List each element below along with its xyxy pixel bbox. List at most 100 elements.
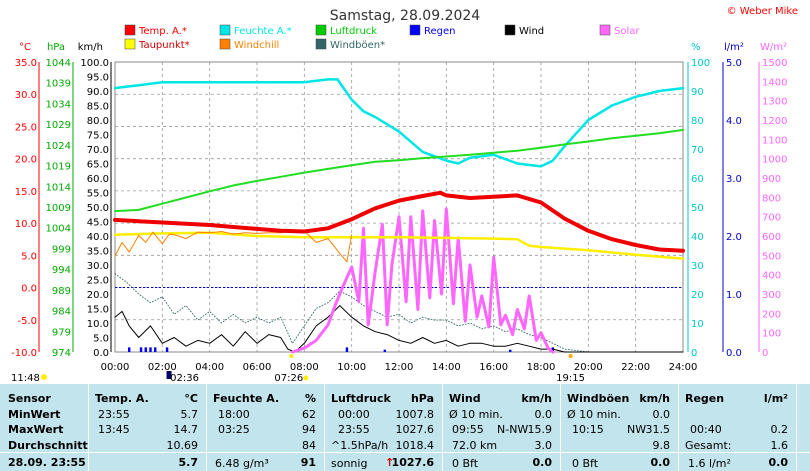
series-line-luftdruck xyxy=(114,128,684,213)
legend-label: Solar xyxy=(614,26,640,37)
rain-header: Regen xyxy=(685,392,725,405)
legend-swatch xyxy=(219,24,231,36)
temp-tick-label: 10.0 xyxy=(15,219,37,230)
gust-beaufort: 0 Bft xyxy=(572,457,599,470)
rain-tick-label: 4.0 xyxy=(726,116,742,127)
pressure-tick-label: 999 xyxy=(52,244,71,255)
humidity-unit: % xyxy=(304,392,316,405)
pressure-max-value: 1027.6 xyxy=(395,423,435,436)
solar-tick-label: 300 xyxy=(762,290,781,301)
rain-current-value: 0.0 xyxy=(768,456,789,469)
rain-bar xyxy=(139,347,143,352)
pressure-tick-label: 994 xyxy=(52,265,71,276)
rain-tick-label: 3.0 xyxy=(726,174,742,185)
chart-title: Samstag, 28.09.2024 xyxy=(330,8,481,24)
pressure-tick-label: 979 xyxy=(52,327,71,338)
series-line-taupunkt xyxy=(113,231,685,260)
pressure-tick-label: 974 xyxy=(52,348,71,359)
temp-axis-unit: °C xyxy=(19,42,31,53)
gust-header: Windböen xyxy=(567,392,630,405)
humidity-absolute: 6.48 g/m³ xyxy=(215,457,269,470)
temp-tick-label: -5.0 xyxy=(17,316,37,327)
pressure-current-value: 1027.6 xyxy=(391,456,434,469)
legend-label: Luftdruck xyxy=(330,26,377,37)
wind-tick-label: 55.0 xyxy=(87,189,109,200)
humidity-min-time: 18:00 xyxy=(218,408,250,421)
humidity-header: Feuchte A. xyxy=(213,392,280,405)
pressure-avg-value: 1018.4 xyxy=(395,439,435,452)
humidity-tick-label: 100 xyxy=(691,58,710,69)
temp-unit: °C xyxy=(184,392,198,405)
humidity-max-value: 94 xyxy=(302,423,316,436)
solar-tick-label: 1500 xyxy=(762,58,787,69)
wind-max-value: 15.9 xyxy=(527,423,553,436)
rain-tick-label: 5.0 xyxy=(726,58,742,69)
humidity-tick-label: 10 xyxy=(691,319,704,330)
pressure-trend: ^1.5hPa/h xyxy=(331,439,389,452)
solar-tick-label: 1000 xyxy=(762,155,787,166)
rain-unit: l/m² xyxy=(763,392,788,405)
solar-tick-label: 1200 xyxy=(762,116,787,127)
humidity-avg-value: 84 xyxy=(302,439,316,452)
solar-tick-label: 1100 xyxy=(762,135,787,146)
sunset-label: 19:15 xyxy=(556,373,585,384)
pressure-unit: hPa xyxy=(410,392,434,405)
sunrise-icon xyxy=(303,375,309,381)
wind-tick-label: 15.0 xyxy=(87,305,109,316)
rain-tick-label: 1.0 xyxy=(726,290,742,301)
rain-max-time: 00:40 xyxy=(690,423,722,436)
gust-avg10-value: 0.0 xyxy=(652,408,671,421)
temp-min-time: 23:55 xyxy=(98,408,130,421)
temp-avg-value: 10.69 xyxy=(166,439,199,452)
weather-forecast: sonnig xyxy=(331,457,368,470)
x-tick-label: 24:00 xyxy=(669,362,698,373)
wind-tick-label: 50.0 xyxy=(87,203,109,214)
rain-bar xyxy=(128,347,131,352)
sun-icon xyxy=(41,374,47,380)
rain-bar xyxy=(509,349,512,352)
pressure-tick-label: 989 xyxy=(52,286,71,297)
wind-tick-label: 95.0 xyxy=(87,73,109,84)
humidity-tick-label: 80 xyxy=(691,116,704,127)
legend-swatch xyxy=(599,24,611,36)
gust-current-value: 0.0 xyxy=(650,456,671,469)
wind-tick-label: 70.0 xyxy=(87,145,109,156)
rain-bar xyxy=(144,347,147,352)
solar-tick-label: 800 xyxy=(762,193,781,204)
humidity-tick-label: 70 xyxy=(691,145,704,156)
series-line-temp-a xyxy=(113,190,685,253)
series-line-wind xyxy=(114,305,684,353)
table-divider xyxy=(324,384,325,471)
pressure-tick-label: 1009 xyxy=(46,203,71,214)
pressure-trend-arrow-icon: ↑ xyxy=(385,456,395,469)
humidity-axis-unit: % xyxy=(691,42,701,53)
legend-label: Regen xyxy=(424,26,456,37)
day-length-label: 11:48 xyxy=(11,373,40,384)
wind-tick-label: 75.0 xyxy=(87,131,109,142)
x-tick-label: 22:00 xyxy=(621,362,650,373)
wind-tick-label: 25.0 xyxy=(87,276,109,287)
legend-swatch xyxy=(124,38,136,50)
wind-avg10-value: 0.0 xyxy=(534,408,553,421)
humidity-tick-label: 0 xyxy=(691,348,697,359)
x-tick-label: 16:00 xyxy=(479,362,508,373)
series-line-windchill xyxy=(114,230,353,263)
wind-header: Wind xyxy=(449,392,481,405)
pressure-tick-label: 1044 xyxy=(46,58,71,69)
moonrise-label: 02:36 xyxy=(170,373,199,384)
solar-tick-label: 400 xyxy=(762,271,781,282)
rain-axis-unit: l/m² xyxy=(724,42,744,53)
legend-swatch xyxy=(504,24,516,36)
humidity-tick-label: 30 xyxy=(691,261,704,272)
wind-tick-label: 30.0 xyxy=(87,261,109,272)
solar-tick-label: 100 xyxy=(762,329,781,340)
rain-tick-label: 2.0 xyxy=(726,232,742,243)
rain-max-value: 0.2 xyxy=(770,423,789,436)
x-tick-label: 14:00 xyxy=(432,362,461,373)
copyright-label: © Weber Mike xyxy=(727,6,798,17)
legend-swatch xyxy=(315,24,327,36)
wind-tick-label: 0.0 xyxy=(93,348,109,359)
humidity-current-value: 91 xyxy=(300,456,316,469)
statistics-table xyxy=(0,384,810,471)
pressure-tick-label: 1024 xyxy=(46,141,71,152)
